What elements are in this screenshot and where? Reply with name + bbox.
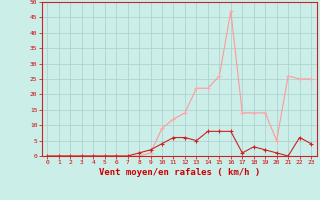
X-axis label: Vent moyen/en rafales ( km/h ): Vent moyen/en rafales ( km/h ) xyxy=(99,168,260,177)
